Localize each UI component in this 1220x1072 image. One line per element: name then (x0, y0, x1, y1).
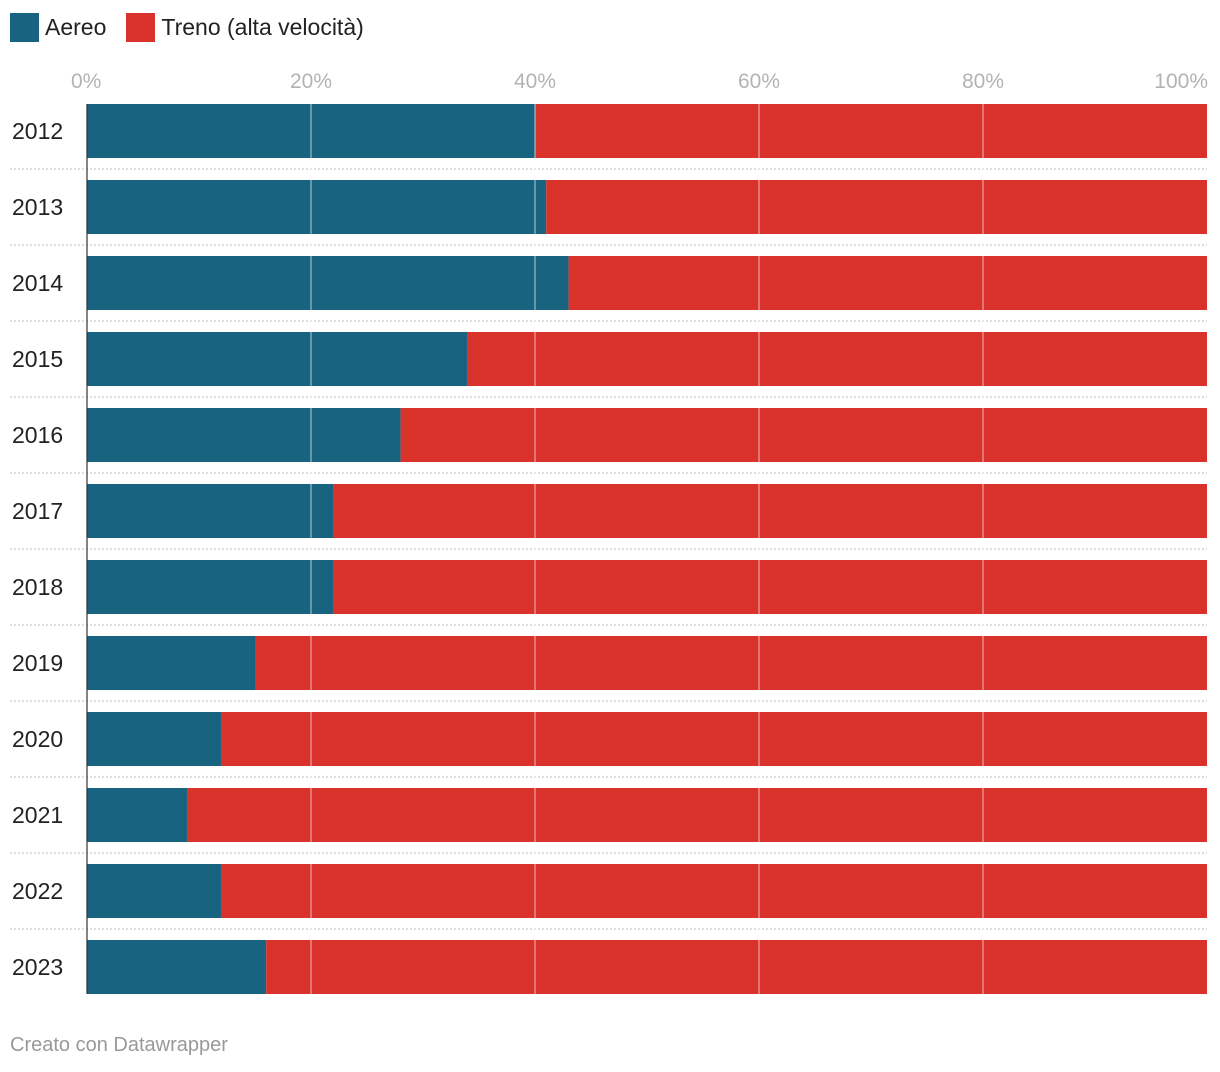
bar-segment-treno (400, 408, 1208, 462)
x-tick-label: 40% (514, 70, 556, 93)
y-category-label: 2012 (12, 118, 63, 144)
y-category-label: 2022 (12, 878, 63, 904)
x-tick-label: 0% (71, 70, 101, 93)
bar-segment-treno (467, 332, 1207, 386)
legend-label-treno: Treno (alta velocità) (161, 13, 364, 40)
bar-segment-treno (568, 256, 1207, 310)
y-category-label: 2020 (12, 726, 63, 752)
stacked-bar-chart: 0% 20% 40% 60% 80% 100% 2012 2013 2014 2015 2016 20… (10, 70, 1208, 994)
bar-segment-treno (255, 636, 1207, 690)
y-category-label: 2023 (12, 954, 63, 980)
bar-segment-aereo (87, 560, 334, 614)
y-category-label: 2019 (12, 650, 63, 676)
bar-segment-aereo (87, 484, 334, 538)
x-tick-label: 100% (1154, 70, 1208, 93)
legend: Aereo Treno (alta velocità) (10, 11, 384, 43)
bar-segment-aereo (87, 256, 569, 310)
bar-segment-treno (333, 560, 1207, 614)
bar-segment-aereo (87, 712, 222, 766)
y-category-label: 2018 (12, 574, 63, 600)
x-tick-label: 60% (738, 70, 780, 93)
bar-segment-treno (221, 712, 1207, 766)
x-tick-label: 20% (290, 70, 332, 93)
bar-segment-treno (333, 484, 1207, 538)
bar-segment-treno (187, 788, 1208, 842)
bar-segment-aereo (87, 104, 535, 158)
bar-segment-aereo (87, 788, 188, 842)
legend-item-treno: Treno (alta velocità) (126, 12, 364, 42)
bar-segment-aereo (87, 864, 222, 918)
y-category-label: 2014 (12, 270, 63, 296)
legend-item-aereo: Aereo (10, 12, 107, 42)
bar-segment-treno (221, 864, 1207, 918)
bar-segment-treno (535, 104, 1207, 158)
legend-swatch-treno (126, 12, 156, 42)
x-tick-label: 80% (962, 70, 1004, 93)
y-category-label: 2015 (12, 346, 63, 372)
legend-label-aereo: Aereo (45, 13, 107, 40)
bar-segment-aereo (87, 408, 401, 462)
y-category-label: 2017 (12, 498, 63, 524)
y-category-label: 2016 (12, 422, 63, 448)
bar-segment-aereo (87, 940, 267, 994)
y-category-label: 2021 (12, 802, 63, 828)
legend-swatch-aereo (10, 12, 39, 42)
bar-segment-aereo (87, 332, 468, 386)
footer-credit: Creato con Datawrapper (10, 1034, 228, 1056)
bar-segment-treno (546, 180, 1207, 234)
y-category-label: 2013 (12, 194, 63, 220)
bar-segment-aereo (87, 636, 255, 690)
bar-segment-aereo (87, 180, 547, 234)
bar-segment-treno (266, 940, 1207, 994)
